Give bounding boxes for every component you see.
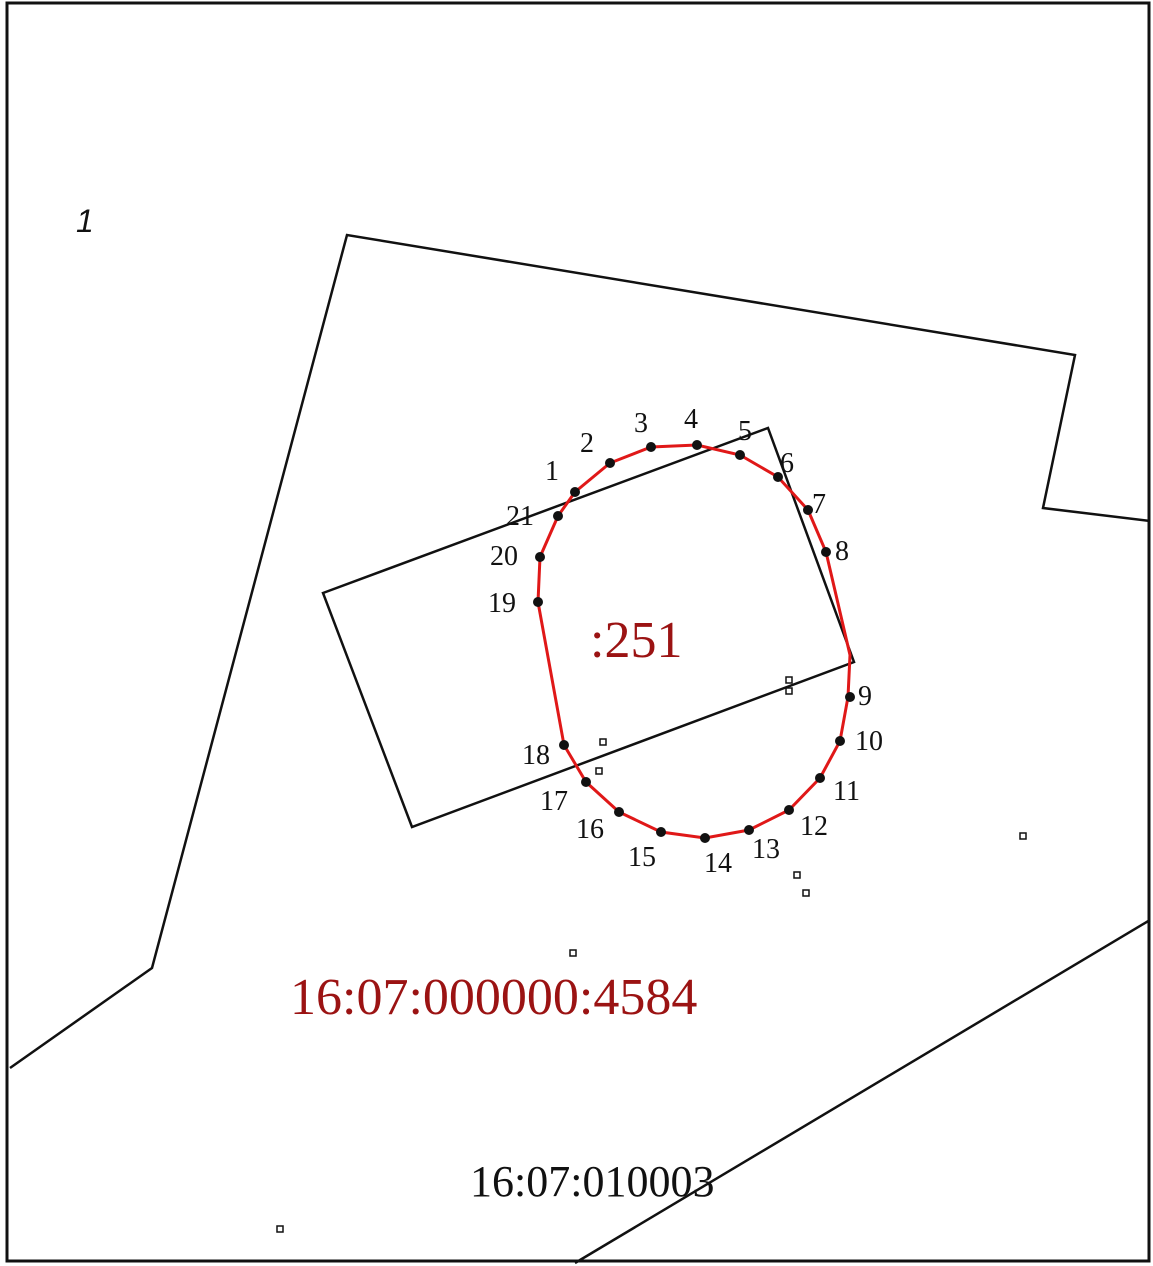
contour-vertex	[614, 807, 624, 817]
contour-vertex-label: 3	[634, 408, 648, 439]
map-frame	[5, 1, 1151, 1263]
contour-vertex-label: 4	[684, 404, 698, 435]
contour-vertex	[646, 442, 656, 452]
contour-vertex-label: 1	[545, 456, 559, 487]
contour-vertex	[700, 833, 710, 843]
contour-vertex	[773, 472, 783, 482]
building-label: :251	[590, 612, 682, 669]
contour-vertex	[535, 552, 545, 562]
contour-vertex	[835, 736, 845, 746]
contour-vertex	[533, 597, 543, 607]
contour-vertex	[581, 777, 591, 787]
contour-vertex-label: 6	[780, 448, 794, 479]
survey-marker	[599, 738, 607, 746]
contour-vertex-label: 15	[628, 842, 656, 873]
survey-marker	[793, 871, 801, 879]
contour-vertex-label: 13	[752, 834, 780, 865]
contour-vertex	[656, 827, 666, 837]
survey-marker	[802, 889, 810, 897]
contour-vertex-label: 17	[540, 786, 568, 817]
contour-vertex-label: 8	[835, 536, 849, 567]
survey-marker	[1019, 832, 1027, 840]
contour-vertex	[735, 450, 745, 460]
contour-vertex-label: 9	[858, 681, 872, 712]
building-rectangle	[321, 426, 856, 829]
block-label: 16:07:010003	[470, 1157, 714, 1206]
contour-vertex	[784, 805, 794, 815]
contour-vertex	[815, 773, 825, 783]
contour-vertex-label: 12	[800, 811, 828, 842]
survey-marker	[785, 687, 793, 695]
contour-vertex	[605, 458, 615, 468]
contour-vertex	[570, 487, 580, 497]
contour-vertex-label: 21	[506, 501, 534, 532]
contour-vertex-label: 14	[704, 848, 732, 879]
contour-vertex-label: 18	[522, 740, 550, 771]
contour-vertex-label: 2	[580, 428, 594, 459]
survey-marker	[276, 1225, 284, 1233]
survey-marker	[595, 767, 603, 775]
contour-vertex-label: 16	[576, 814, 604, 845]
parcel-boundary	[9, 233, 1151, 1070]
contour-vertex	[692, 440, 702, 450]
survey-marker	[569, 949, 577, 957]
contour-vertex-label: 20	[490, 541, 518, 572]
contour-vertex	[845, 692, 855, 702]
contour-vertex-label: 11	[833, 776, 860, 807]
contour-vertex	[553, 511, 563, 521]
contour-vertex	[821, 547, 831, 557]
survey-markers	[276, 676, 1027, 1233]
contour-vertex	[803, 505, 813, 515]
contour-vertex	[559, 740, 569, 750]
survey-marker	[785, 676, 793, 684]
parcel-label: 16:07:000000:4584	[290, 969, 697, 1026]
sheet-number: 1	[76, 203, 94, 239]
block-boundary	[574, 918, 1151, 1265]
contour-vertex-label: 19	[488, 588, 516, 619]
contour-vertex-label: 10	[855, 726, 883, 757]
contour-vertex	[744, 825, 754, 835]
contour-vertex-label: 5	[738, 416, 752, 447]
contour-vertex-label: 7	[812, 489, 826, 520]
